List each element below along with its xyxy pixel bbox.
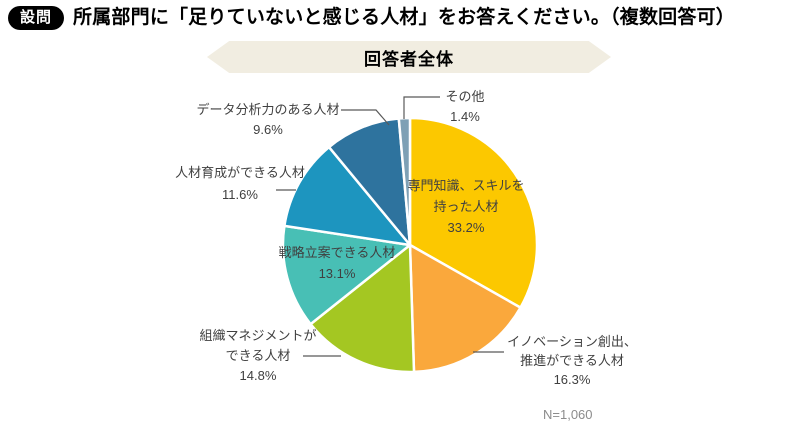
- label-value: 33.2%: [447, 220, 485, 235]
- page-title: 所属部門に「足りていないと感じる人材」をお答えください。（複数回答可）: [73, 7, 735, 28]
- respondents-banner: 回答者全体: [207, 41, 611, 73]
- label-value: 1.4%: [450, 109, 480, 124]
- pie-slice-6: [327, 117, 412, 247]
- pie-slice-1: [408, 116, 539, 309]
- label-line: データ分析力のある人材: [196, 102, 340, 117]
- question-badge: 設問: [8, 6, 65, 31]
- label-innovation: イノベーション創出、 推進ができる人材 16.3%: [507, 332, 637, 389]
- header: 設問 所属部門に「足りていないと感じる人材」をお答えください。（複数回答可）: [8, 5, 796, 32]
- label-value: 14.8%: [239, 368, 277, 383]
- label-value: 13.1%: [318, 266, 356, 281]
- banner-label: 回答者全体: [364, 49, 454, 69]
- label-line: イノベーション創出、: [507, 334, 637, 349]
- label-data-analysis: データ分析力のある人材 9.6%: [196, 100, 339, 140]
- pie-slice-4: [281, 224, 412, 326]
- sample-size: N=1,060: [543, 407, 593, 422]
- pie-slice-2: [408, 243, 522, 374]
- label-line: 持った人材: [433, 199, 499, 214]
- pie-slice-3: [309, 243, 416, 374]
- label-hr-development: 人材育成ができる人材 11.6%: [175, 162, 305, 206]
- label-org-management: 組織マネジメントが できる人材 14.8%: [199, 326, 316, 386]
- label-line: 戦略立案できる人材: [278, 245, 396, 260]
- label-value: 9.6%: [253, 122, 283, 137]
- label-expert-skills: 専門知識、スキルを 持った人材 33.2%: [407, 175, 524, 238]
- label-other: その他 1.4%: [445, 87, 484, 127]
- label-line: その他: [445, 89, 485, 104]
- leader-line-6: [341, 109, 390, 126]
- leader-line-7: [403, 96, 440, 119]
- label-line: できる人材: [225, 348, 291, 363]
- label-strategy: 戦略立案できる人材 13.1%: [279, 242, 396, 284]
- label-value: 16.3%: [553, 372, 591, 387]
- label-line: 組織マネジメントが: [199, 328, 317, 343]
- label-line: 推進ができる人材: [520, 353, 624, 368]
- label-line: 人材育成ができる人材: [175, 165, 305, 180]
- label-line: 専門知識、スキルを: [407, 178, 525, 193]
- pie-slice-5: [283, 145, 412, 247]
- label-value: 11.6%: [222, 187, 258, 202]
